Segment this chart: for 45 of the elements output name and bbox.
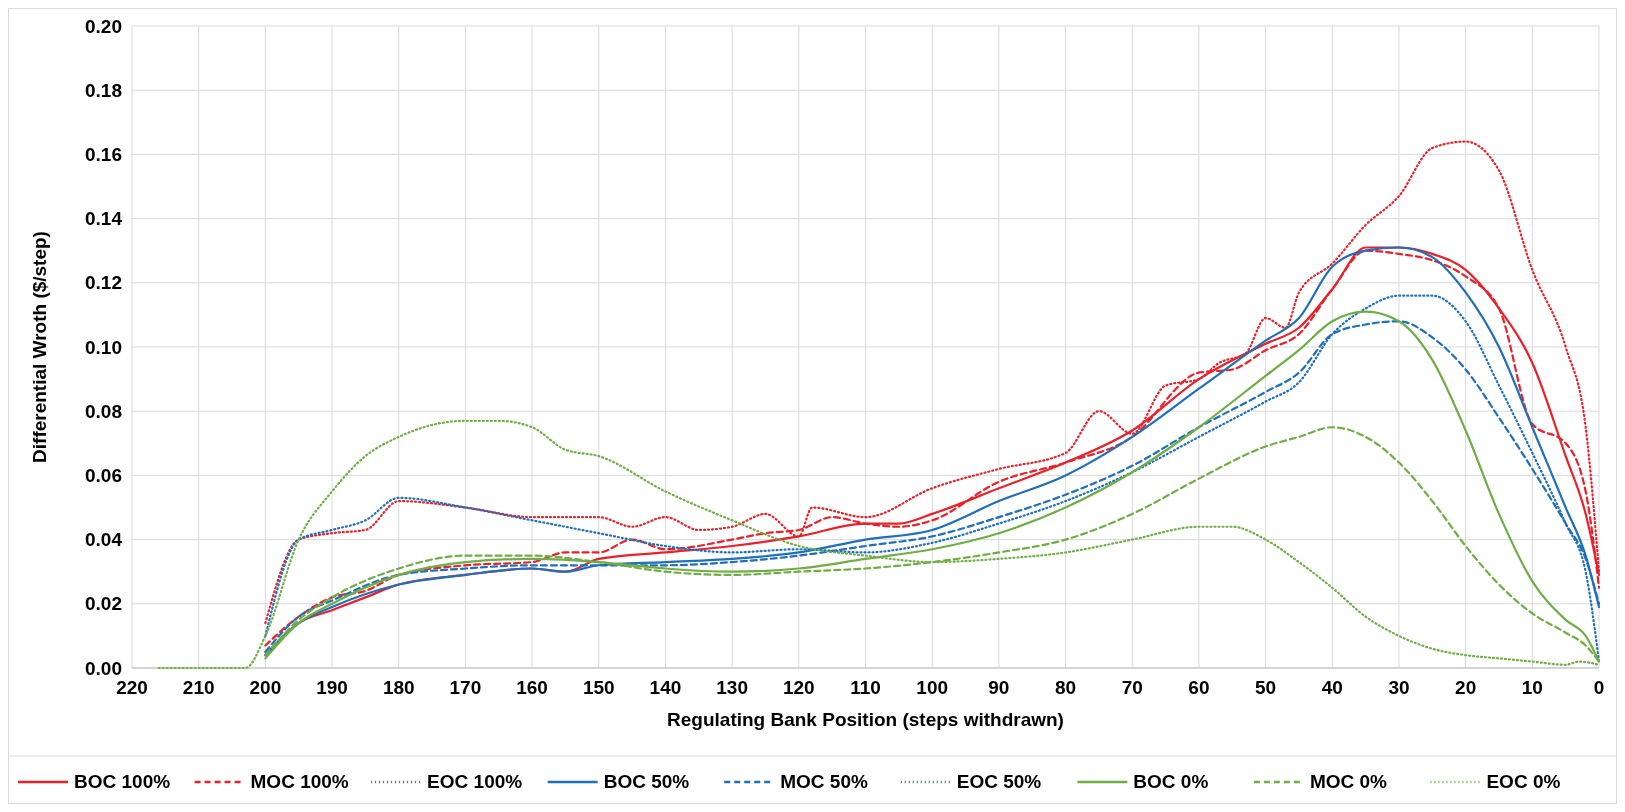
x-tick-label: 130 [716,677,748,698]
x-tick-label: 220 [116,677,148,698]
legend-label: EOC 100% [427,771,523,792]
x-tick-label: 180 [382,677,415,698]
legend-label: MOC 100% [250,771,349,792]
x-tick-label: 110 [850,677,881,698]
x-tick-label: 150 [582,677,615,698]
x-axis-title: Regulating Bank Position (steps withdrawn) [667,709,1064,730]
y-tick-label: 0.10 [85,336,122,358]
x-tick-label: 200 [249,677,282,698]
y-tick-label: 0.02 [85,593,122,615]
x-tick-label: 40 [1321,677,1343,698]
legend-label: MOC 0% [1309,771,1388,792]
y-tick-label: 0.04 [85,529,123,551]
y-tick-label: 0.06 [85,465,122,487]
x-tick-label: 10 [1521,677,1543,698]
x-tick-label: 160 [516,677,548,698]
x-tick-label: 140 [649,677,682,698]
legend-label: MOC 50% [780,771,868,792]
x-tick-label: 190 [316,677,348,698]
x-tick-label: 60 [1188,677,1210,698]
x-tick-label: 50 [1255,677,1277,698]
x-tick-label: 100 [916,677,949,698]
legend-label: BOC 0% [1133,771,1209,792]
y-tick-label: 0.20 [85,15,122,37]
y-tick-label: 0.08 [85,400,122,422]
y-tick-label: 0.16 [85,144,122,166]
x-tick-label: 0 [1593,677,1605,698]
y-axis-title: Differential Wroth ($/step) [29,231,50,463]
y-tick-label: 0.14 [85,208,123,230]
x-tick-label: 120 [782,677,815,698]
legend-label: BOC 50% [603,771,690,792]
x-tick-label: 80 [1054,677,1077,698]
x-tick-label: 210 [182,677,215,698]
legend-label: EOC 50% [956,771,1042,792]
x-tick-label: 30 [1388,677,1410,698]
legend-label: BOC 100% [74,771,171,792]
legend-label: EOC 0% [1486,771,1561,792]
y-tick-label: 0.00 [85,657,122,679]
x-tick-label: 20 [1455,677,1477,698]
x-tick-label: 70 [1121,677,1143,698]
x-tick-label: 170 [449,677,482,698]
y-tick-label: 0.12 [85,272,122,294]
x-tick-label: 90 [988,677,1010,698]
y-tick-label: 0.18 [85,79,122,101]
